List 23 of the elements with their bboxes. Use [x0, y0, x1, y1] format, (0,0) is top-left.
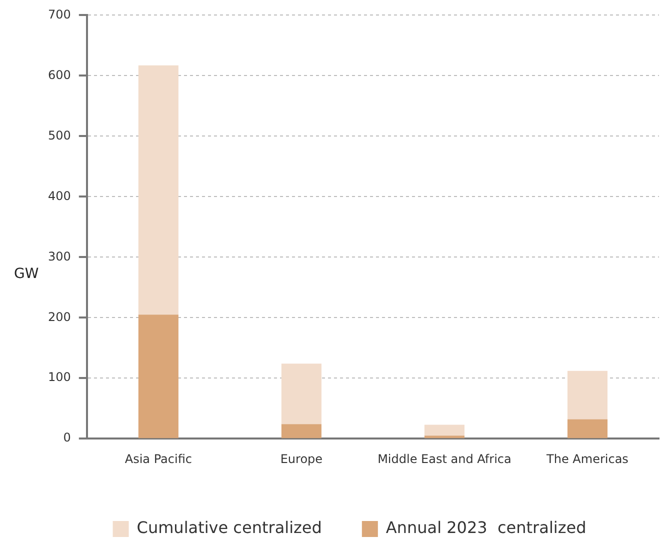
- y-tick-label: 500: [48, 128, 71, 142]
- bar: [138, 314, 178, 438]
- y-tick-label: 300: [48, 249, 71, 264]
- legend-label: Annual 2023 centralized: [386, 518, 586, 538]
- legend-label: Cumulative centralized: [136, 518, 322, 538]
- y-tick-label: 400: [48, 188, 71, 203]
- y-tick-label: 200: [48, 310, 71, 324]
- y-axis-title: GW: [14, 266, 39, 282]
- x-tick-label: Asia Pacific: [124, 452, 192, 466]
- y-tick-label: 100: [48, 370, 71, 384]
- y-tick-label: 0: [63, 430, 71, 445]
- x-tick-label: The Americas: [546, 452, 628, 466]
- y-tick-label: 700: [48, 7, 71, 22]
- bar: [567, 419, 608, 438]
- x-tick-label: Europe: [280, 452, 323, 466]
- bar: [424, 424, 464, 436]
- bar: [567, 370, 608, 420]
- x-tick-label: Middle East and Africa: [378, 452, 512, 466]
- bar: [424, 436, 464, 438]
- bar: [138, 65, 178, 315]
- y-tick-label: 600: [48, 68, 71, 82]
- bar: [281, 364, 322, 424]
- bar: [281, 424, 322, 438]
